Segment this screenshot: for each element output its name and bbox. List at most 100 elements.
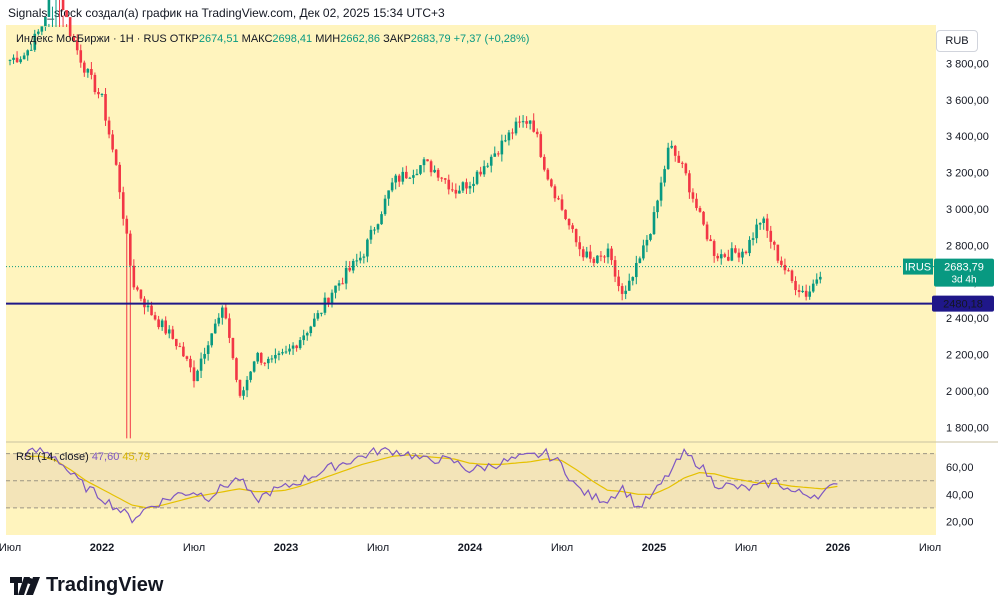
candle-body <box>157 319 160 328</box>
time-tick-label: 2023 <box>274 542 298 554</box>
candle-body <box>794 280 797 291</box>
candle-body <box>22 55 26 60</box>
candle-body <box>288 348 291 352</box>
candle-body <box>808 291 811 297</box>
candle-body <box>47 0 51 18</box>
candle-body <box>631 277 635 281</box>
candle-body <box>801 290 804 292</box>
candle-body <box>295 345 298 349</box>
candle-body <box>429 161 433 173</box>
candle-body <box>610 248 613 261</box>
candle-body <box>242 390 245 396</box>
candle-body <box>320 312 323 314</box>
candle-body <box>376 224 380 230</box>
candle-body <box>40 26 44 32</box>
candle-body <box>606 248 610 258</box>
candle-body <box>238 379 242 396</box>
candle-body <box>245 379 249 391</box>
level-price-text: 2480,18 <box>943 299 983 311</box>
candle-body <box>72 36 75 41</box>
candle-body <box>525 121 528 124</box>
level-price-tag <box>932 295 994 312</box>
candle-body <box>465 182 468 189</box>
time-tick-label: Июл <box>367 542 389 554</box>
tradingview-wordmark: TradingView <box>46 574 164 596</box>
candle-body <box>780 260 783 265</box>
candle-body <box>405 171 408 179</box>
open-label: ОТКР <box>169 33 199 45</box>
candle-body <box>83 62 86 73</box>
candle-body <box>691 192 695 199</box>
candle-body <box>596 255 599 263</box>
candle-body <box>394 175 397 183</box>
candle-body <box>136 287 139 290</box>
candle-body <box>645 239 649 246</box>
candle-body <box>578 242 581 250</box>
candle-body <box>688 173 691 193</box>
candle-body <box>29 49 33 51</box>
price-tick-label: 1 800,00 <box>946 422 989 434</box>
candle-body <box>224 307 228 319</box>
candle-body <box>217 317 221 324</box>
candle-body <box>493 153 497 157</box>
candle-body <box>642 245 645 259</box>
candle-body <box>564 209 567 219</box>
candle-body <box>125 218 129 234</box>
candle-body <box>221 307 224 318</box>
last-price-text: 2683,79 <box>944 262 984 274</box>
chart-area[interactable] <box>6 25 936 535</box>
symbol-title[interactable]: Индекс МосБиржи · 1Н · RUS <box>16 33 167 45</box>
candle-body <box>617 276 620 287</box>
candle-body <box>150 305 153 316</box>
candle-body <box>26 50 29 56</box>
candle-body <box>521 121 525 123</box>
candle-body <box>369 229 373 240</box>
candle-body <box>695 198 698 209</box>
candle-body <box>787 270 790 272</box>
time-tick-label: 2026 <box>826 542 850 554</box>
candle-body <box>666 147 670 170</box>
candle-body <box>175 338 178 347</box>
last-price-tag <box>934 258 994 287</box>
candle-body <box>107 120 111 135</box>
candle-body <box>567 218 571 226</box>
candle-body <box>44 17 47 27</box>
candle-body <box>673 145 677 156</box>
candle-body <box>712 241 716 256</box>
rsi-tick-label: 20,00 <box>946 516 974 528</box>
candle-body <box>670 145 673 148</box>
tradingview-logo[interactable]: TradingView <box>10 574 163 597</box>
candle-body <box>139 289 143 299</box>
candle-body <box>146 305 150 308</box>
candle-body <box>380 214 383 225</box>
rsi-legend: RSI (14, close) 47,60 45,79 <box>16 451 150 463</box>
candle-body <box>387 190 390 199</box>
candle-body <box>97 92 100 95</box>
candle-body <box>684 163 688 174</box>
candle-body <box>532 120 535 132</box>
candle-body <box>196 370 199 382</box>
currency-button[interactable]: RUB <box>936 30 978 52</box>
rsi-title[interactable]: RSI (14, close) <box>16 451 89 463</box>
candle-body <box>281 352 284 354</box>
candle-body <box>716 255 719 259</box>
candle-body <box>401 171 405 182</box>
candle-body <box>171 329 175 339</box>
candle-body <box>638 258 642 263</box>
candle-body <box>730 248 734 261</box>
candle-body <box>543 156 546 170</box>
candle-body <box>613 260 617 277</box>
candle-body <box>37 31 40 34</box>
candle-body <box>256 352 259 362</box>
candle-body <box>819 276 822 280</box>
time-tick-label: 2025 <box>642 542 666 554</box>
candle-body <box>440 177 443 179</box>
rsi-ma-value: 45,79 <box>122 451 150 463</box>
candle-body <box>199 358 203 371</box>
candle-body <box>479 171 482 175</box>
low-value: 2662,86 <box>340 33 380 45</box>
candle-body <box>79 50 83 63</box>
candle-body <box>681 162 684 164</box>
candle-body <box>61 0 65 11</box>
